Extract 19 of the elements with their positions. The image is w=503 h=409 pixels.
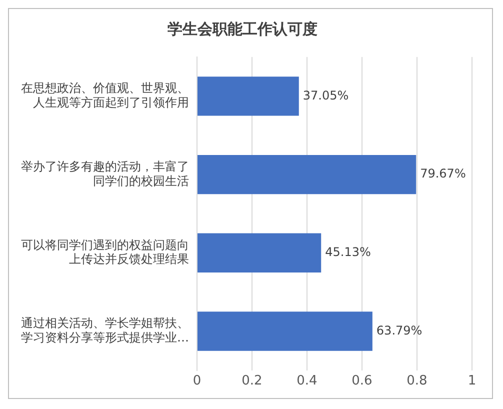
bar [198,312,372,351]
data-label: 45.13% [325,245,371,259]
y-tick-label: 举办了许多有趣的活动，丰富了同学们的校园生活 [21,159,189,188]
bar [198,76,299,116]
data-label: 79.67% [420,166,466,181]
x-tick-label: 0.2 [242,374,262,389]
bar [198,233,322,272]
y-tick-label: 通过相关活动、学长学姐帮扶、学习资料分享等形式提供学业… [21,316,189,345]
x-tick-label: 0.4 [296,374,318,389]
y-tick-label: 在思想政治、价值观、世界观、人生观等方面起到了引领作用 [21,81,189,110]
y-tick-label: 可以将同学们遇到的权益问题向上传达并反馈处理结果 [21,238,189,266]
data-label: 63.79% [376,323,422,338]
x-tick-label: 0 [192,374,202,389]
x-tick-label: 0.6 [352,374,372,389]
x-tick-label: 0.8 [406,374,428,389]
data-label: 37.05% [302,88,349,102]
chart-title: 学生会职能工作认可度 [168,20,318,38]
bar [198,154,416,194]
x-tick-label: 1 [468,374,476,389]
